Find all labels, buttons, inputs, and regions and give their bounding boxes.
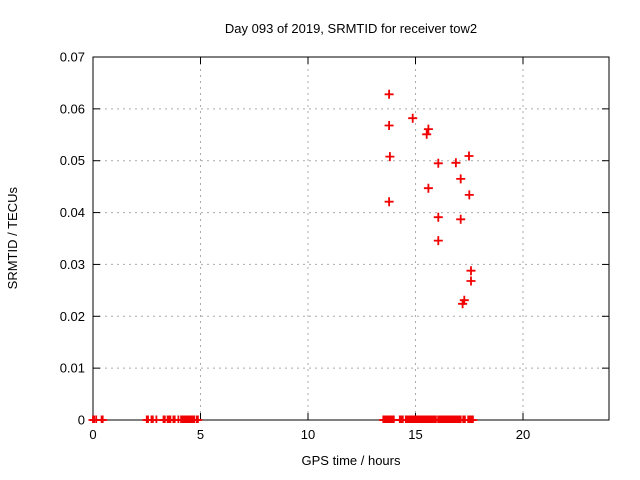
y-tick-label: 0.07 <box>60 50 85 65</box>
data-point-marker <box>464 190 474 200</box>
y-tick-label: 0.04 <box>60 205 85 220</box>
x-tick-label: 20 <box>516 427 530 442</box>
data-point-marker <box>423 124 433 134</box>
data-point-marker <box>468 415 478 423</box>
data-point-marker <box>433 212 443 222</box>
data-point-marker <box>456 174 466 184</box>
data-point-marker <box>466 276 476 286</box>
x-tick-label: 10 <box>301 427 315 442</box>
data-point-marker <box>385 152 395 162</box>
data-point-marker <box>423 183 433 193</box>
data-points <box>88 89 478 423</box>
y-tick-label: 0.02 <box>60 309 85 324</box>
data-point-marker <box>433 236 443 246</box>
y-tick-label: 0.03 <box>60 257 85 272</box>
data-point-marker <box>422 129 432 139</box>
x-axis-label: GPS time / hours <box>301 453 401 468</box>
plot-border <box>92 56 610 421</box>
y-tick-label: 0 <box>78 413 85 428</box>
data-point-marker <box>384 197 394 207</box>
y-tick-label: 0.01 <box>60 361 85 376</box>
y-tick-label: 0.06 <box>60 101 85 116</box>
data-point-marker <box>98 415 108 423</box>
data-point-marker <box>464 151 474 161</box>
data-point-marker <box>193 415 203 423</box>
chart-title: Day 093 of 2019, SRMTID for receiver tow… <box>224 21 478 36</box>
x-tick-label: 5 <box>197 427 204 442</box>
data-point-marker <box>384 121 394 130</box>
data-point-marker <box>384 89 394 99</box>
data-point-marker <box>466 266 476 276</box>
x-tick-label: 0 <box>89 427 96 442</box>
data-point-marker <box>458 299 468 309</box>
data-point-marker <box>408 113 418 123</box>
data-point-marker <box>451 158 461 168</box>
x-tick-label: 15 <box>408 427 422 442</box>
y-tick-label: 0.05 <box>60 153 85 168</box>
data-point-marker <box>433 158 443 168</box>
data-point-marker <box>456 214 466 224</box>
